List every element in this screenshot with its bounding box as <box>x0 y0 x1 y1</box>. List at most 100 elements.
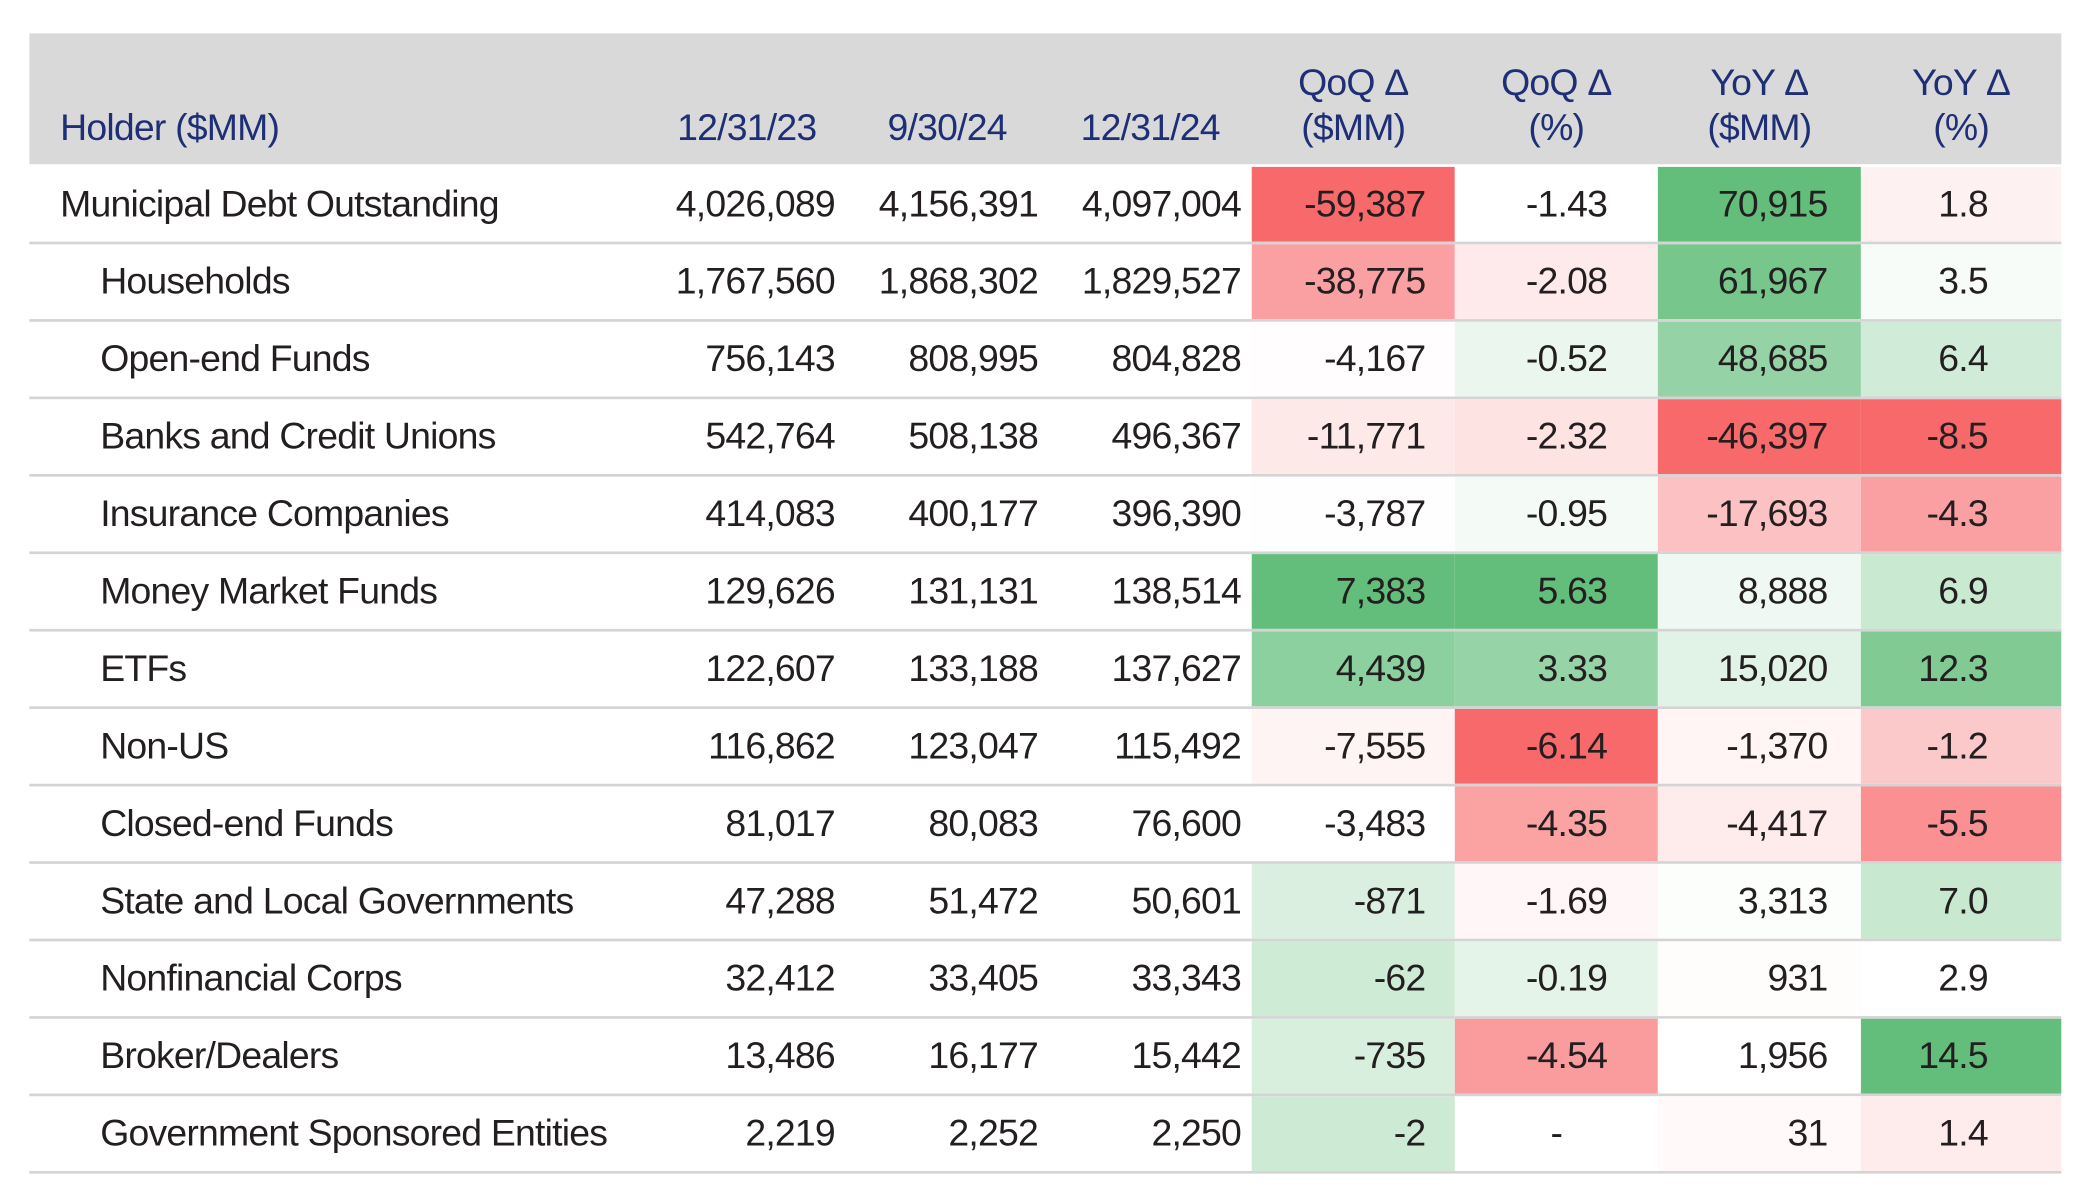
column-header: QoQ Δ (%) <box>1501 61 1612 149</box>
data-cell: -3,787 <box>1251 476 1455 552</box>
data-cell: 508,138 <box>908 415 1038 457</box>
data-cell: 16,177 <box>928 1034 1038 1077</box>
data-cell: 61,967 <box>1657 244 1861 320</box>
data-cell: -17,693 <box>1657 476 1861 552</box>
data-cell: 6.9 <box>1860 554 2062 629</box>
data-cell: 33,343 <box>1131 957 1242 999</box>
data-cell: 115,492 <box>1114 725 1242 767</box>
row-label: Government Sponsored Entities <box>100 1112 608 1154</box>
column-header: YoY Δ ($MM) <box>1707 61 1812 149</box>
data-cell: 137,627 <box>1111 647 1242 689</box>
data-cell: 12.3 <box>1860 631 2062 707</box>
row-rule <box>29 1170 2062 1174</box>
data-cell: 2,250 <box>1151 1112 1242 1154</box>
data-cell: -0.95 <box>1454 476 1658 552</box>
data-cell: -0.19 <box>1454 941 1658 1017</box>
data-cell: 1,868,302 <box>878 260 1039 302</box>
data-cell: 1,956 <box>1657 1018 1861 1094</box>
row-rule <box>29 1016 2062 1019</box>
data-cell: -735 <box>1251 1018 1455 1094</box>
data-cell: 133,188 <box>908 647 1038 689</box>
data-cell: 14.5 <box>1860 1018 2062 1094</box>
column-header: QoQ Δ ($MM) <box>1298 61 1409 149</box>
data-cell: 1.8 <box>1860 166 2062 242</box>
data-cell: 51,472 <box>928 879 1038 922</box>
data-cell: -59,387 <box>1251 166 1455 242</box>
data-cell: 6.4 <box>1860 321 2062 397</box>
data-cell: 2.9 <box>1860 941 2062 1017</box>
data-cell: 15,442 <box>1131 1034 1242 1077</box>
data-cell: - <box>1550 1112 1563 1154</box>
data-cell: -6.14 <box>1454 708 1658 784</box>
row-rule <box>29 938 2062 942</box>
data-cell: -3,483 <box>1251 786 1455 862</box>
data-cell: -4.35 <box>1454 786 1658 862</box>
data-cell: 414,083 <box>705 492 835 535</box>
row-rule <box>29 473 2062 477</box>
data-cell: -46,397 <box>1657 399 1861 474</box>
row-label: State and Local Governments <box>100 879 574 922</box>
data-cell: 396,390 <box>1111 492 1242 535</box>
data-cell: -1.2 <box>1860 708 2062 784</box>
data-cell: 13,486 <box>725 1034 835 1077</box>
row-rule <box>29 628 2062 632</box>
data-cell: -2 <box>1251 1096 1455 1171</box>
data-cell: 32,412 <box>725 957 835 999</box>
column-header: Holder ($MM) <box>60 106 280 149</box>
row-label: Insurance Companies <box>100 492 449 535</box>
data-cell: 3,313 <box>1657 863 1861 939</box>
row-rule <box>29 1093 2062 1097</box>
data-cell: 80,083 <box>928 802 1038 844</box>
data-cell: -62 <box>1251 941 1455 1017</box>
data-cell: -2.32 <box>1454 399 1658 474</box>
data-cell: -8.5 <box>1860 399 2062 474</box>
column-header: YoY Δ (%) <box>1912 61 2011 149</box>
data-cell: 15,020 <box>1657 631 1861 707</box>
data-cell: -11,771 <box>1251 399 1455 474</box>
data-cell: 2,219 <box>745 1112 835 1154</box>
row-rule <box>29 551 2062 555</box>
row-label: ETFs <box>100 647 187 689</box>
data-cell: -7,555 <box>1251 708 1455 784</box>
data-cell: 48,685 <box>1657 321 1861 397</box>
data-cell: 81,017 <box>725 802 835 844</box>
row-rule <box>29 319 2062 322</box>
data-cell: -871 <box>1251 863 1455 939</box>
data-cell: 756,143 <box>705 337 835 380</box>
column-header: 9/30/24 <box>887 106 1008 149</box>
column-header: 12/31/23 <box>677 106 817 149</box>
data-cell: 4,439 <box>1251 631 1455 707</box>
data-cell: 33,405 <box>928 957 1038 999</box>
data-cell: -1.69 <box>1454 863 1658 939</box>
column-header: 12/31/24 <box>1080 106 1221 149</box>
data-cell: 50,601 <box>1131 879 1242 922</box>
data-cell: -4,417 <box>1657 786 1861 862</box>
row-label: Banks and Credit Unions <box>100 415 496 457</box>
data-cell: 70,915 <box>1657 166 1861 242</box>
row-label: Nonfinancial Corps <box>100 957 402 999</box>
data-cell: 808,995 <box>908 337 1038 380</box>
data-cell: 1,829,527 <box>1081 260 1242 302</box>
data-cell: 8,888 <box>1657 554 1861 629</box>
data-cell: 76,600 <box>1131 802 1242 844</box>
data-cell: 4,097,004 <box>1081 182 1242 225</box>
row-label: Households <box>100 260 290 302</box>
data-cell: 7.0 <box>1860 863 2062 939</box>
data-cell: 5.63 <box>1454 554 1658 629</box>
data-cell: -38,775 <box>1251 244 1455 320</box>
data-cell: 4,156,391 <box>878 182 1039 225</box>
row-label: Closed-end Funds <box>100 802 394 844</box>
data-cell: 3.5 <box>1860 244 2062 320</box>
row-label: Non-US <box>100 725 229 767</box>
data-cell: 123,047 <box>908 725 1038 767</box>
data-cell: 122,607 <box>705 647 835 689</box>
data-cell: 129,626 <box>705 570 835 612</box>
header-band <box>29 33 2062 165</box>
row-rule <box>29 706 2062 709</box>
row-rule <box>29 783 2062 787</box>
data-cell: -4,167 <box>1251 321 1455 397</box>
data-cell: 804,828 <box>1111 337 1242 380</box>
data-cell: 400,177 <box>908 492 1038 535</box>
data-cell: 138,514 <box>1111 570 1242 612</box>
